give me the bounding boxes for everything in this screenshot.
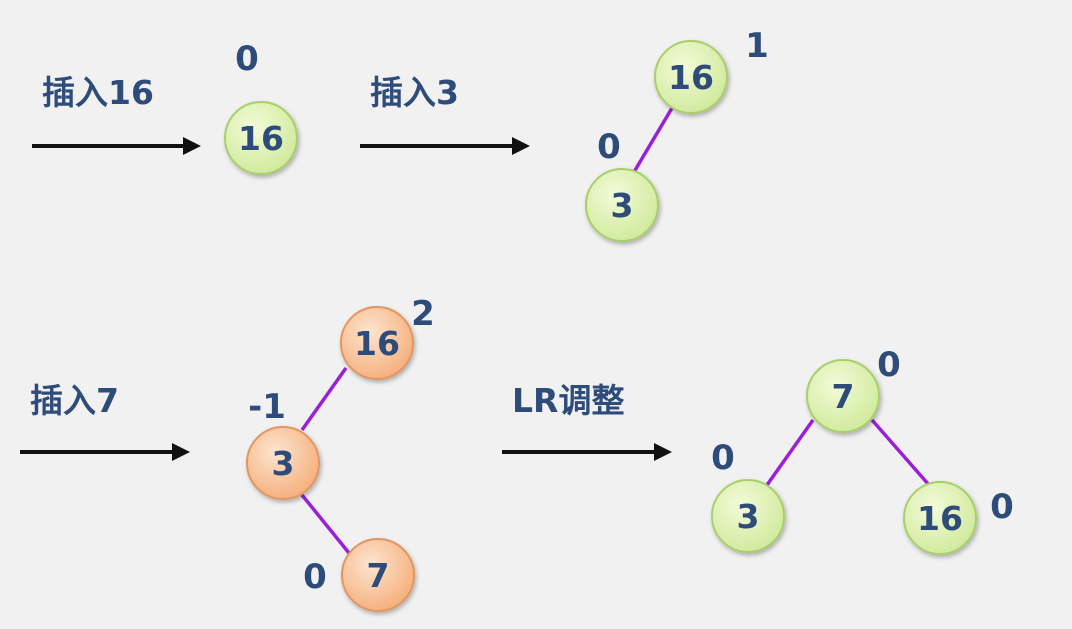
arrow-4-head bbox=[654, 443, 672, 461]
node-circle bbox=[340, 306, 414, 380]
node-key: 16 bbox=[668, 58, 714, 97]
tree-edge-3-7 bbox=[300, 493, 351, 555]
step-label-insert-7: 插入7 bbox=[30, 381, 119, 420]
arrow-1 bbox=[32, 137, 201, 155]
balance-factor: 0 bbox=[877, 345, 901, 385]
arrow-2 bbox=[360, 137, 530, 155]
tree-edge-16-3 bbox=[300, 366, 348, 432]
balance-factor: 0 bbox=[711, 438, 735, 478]
step-label-lr-rotation: LR调整 bbox=[512, 381, 624, 420]
arrow-3-head bbox=[172, 443, 190, 461]
arrow-2-head bbox=[512, 137, 530, 155]
node-circle bbox=[585, 168, 659, 242]
tree-node-7: 7 bbox=[341, 538, 415, 612]
tree-edge-7-16 bbox=[870, 418, 931, 487]
balance-factor: 1 bbox=[745, 26, 769, 66]
balance-factor: 0 bbox=[597, 127, 621, 167]
node-key: 16 bbox=[354, 324, 400, 363]
balance-factor: 0 bbox=[235, 39, 259, 79]
tree-node-7: 7 bbox=[806, 359, 880, 433]
balance-factor: 0 bbox=[303, 557, 327, 597]
step-label-insert-3: 插入3 bbox=[370, 73, 459, 112]
node-key: 3 bbox=[272, 444, 295, 483]
node-circle bbox=[711, 479, 785, 553]
node-key: 3 bbox=[737, 497, 760, 536]
arrow-4 bbox=[502, 443, 672, 461]
step-insert-3: 插入3 16 1 3 0 bbox=[360, 26, 769, 242]
arrow-3 bbox=[20, 443, 190, 461]
tree-node-16: 16 bbox=[654, 40, 728, 114]
node-key: 7 bbox=[832, 377, 855, 416]
step-insert-7: 插入7 16 2 3 -1 7 0 bbox=[20, 294, 435, 612]
node-circle bbox=[654, 40, 728, 114]
node-key: 16 bbox=[238, 119, 284, 158]
node-key: 16 bbox=[917, 499, 963, 538]
node-circle bbox=[903, 481, 977, 555]
balance-factor: -1 bbox=[248, 387, 286, 427]
arrow-1-head bbox=[183, 137, 201, 155]
balance-factor: 0 bbox=[990, 487, 1014, 527]
node-circle bbox=[806, 359, 880, 433]
node-key: 7 bbox=[367, 556, 390, 595]
tree-node-3: 3 bbox=[585, 168, 659, 242]
step-label-insert-16: 插入16 bbox=[42, 73, 154, 112]
tree-edge-7-3 bbox=[765, 418, 815, 487]
tree-node-3: 3 bbox=[246, 426, 320, 500]
tree-node-16: 16 bbox=[340, 306, 414, 380]
balance-factor: 2 bbox=[411, 294, 435, 334]
tree-edge-16-3 bbox=[632, 107, 674, 173]
node-circle bbox=[224, 101, 298, 175]
node-key: 3 bbox=[611, 186, 634, 225]
step-insert-16: 插入16 16 0 bbox=[32, 39, 298, 175]
tree-node-16: 16 bbox=[224, 101, 298, 175]
node-circle bbox=[341, 538, 415, 612]
node-circle bbox=[246, 426, 320, 500]
tree-node-16: 16 bbox=[903, 481, 977, 555]
tree-node-3: 3 bbox=[711, 479, 785, 553]
step-lr-rotation: LR调整 7 0 3 0 16 0 bbox=[502, 345, 1014, 555]
